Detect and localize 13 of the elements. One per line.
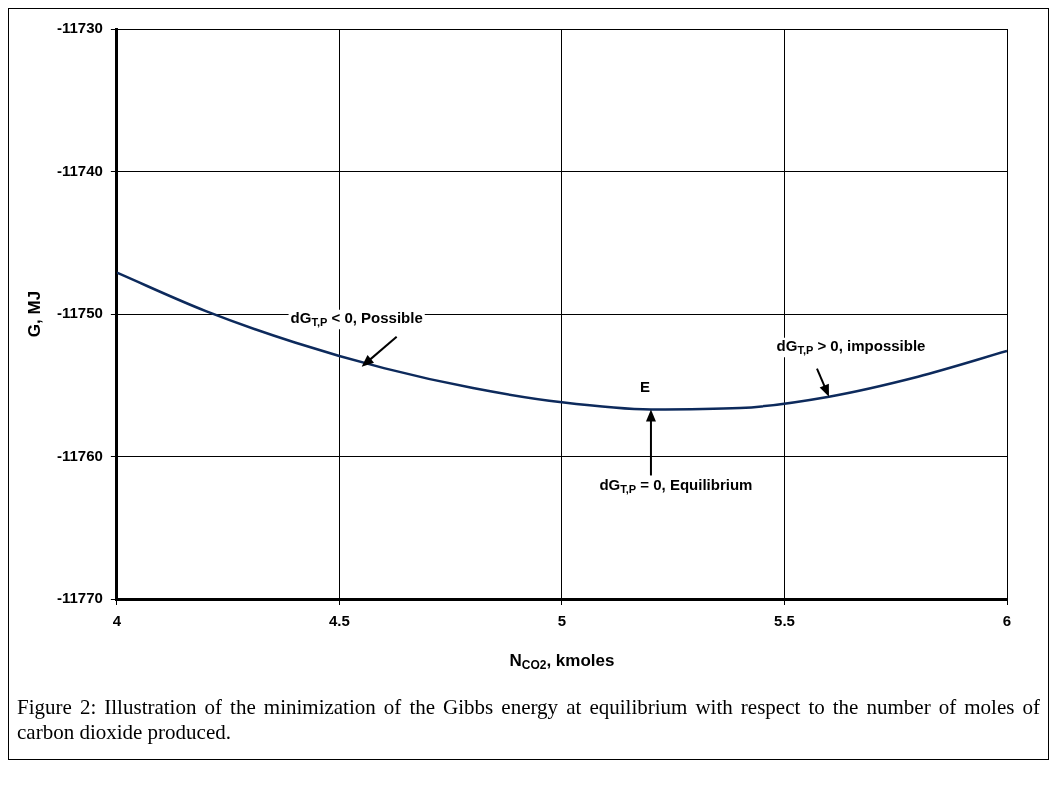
x-tick-label: 4.5 [328,612,350,630]
x-tick-label: 6 [1002,612,1012,630]
y-tick-label: -11760 [56,446,103,464]
x-tick-label: 4 [112,612,122,630]
annotation: E [639,377,650,395]
caption: Figure 2: Illustration of the minimization of the Gibbs energy at equilibrium with respect to the number of moles of carbon dioxide produced. [16,694,1041,746]
y-tick-label: -11740 [56,161,103,179]
y-axis-title: G, MJ [24,290,44,338]
y-tick-label: -11730 [56,19,103,37]
y-tick-label: -11770 [56,589,103,607]
x-tick-label: 5.5 [774,612,795,630]
x-tick-label: 5 [557,612,567,630]
y-tick-label: -11750 [56,304,103,322]
